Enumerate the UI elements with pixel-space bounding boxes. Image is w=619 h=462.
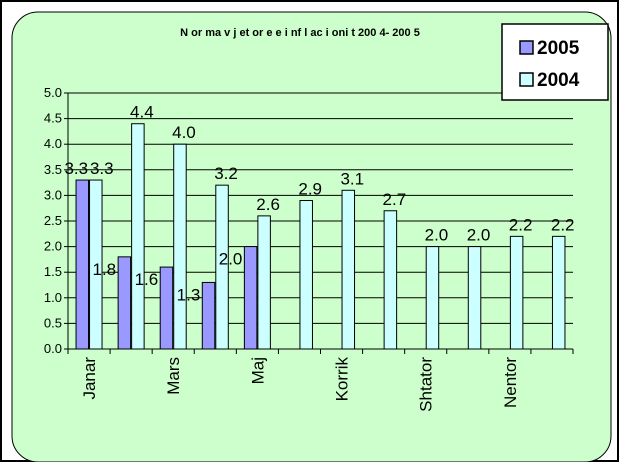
data-label-2004: 2.2 [509,215,533,234]
bar-2004 [341,189,356,350]
legend-swatch-2005 [519,40,534,55]
x-category-label: Janar [80,357,99,400]
data-label-2005: 1.6 [135,270,159,289]
legend: 2005 2004 [501,23,609,101]
data-label-2004: 2.2 [551,215,575,234]
data-label-2004: 2.7 [383,190,407,209]
data-label-2004: 3.2 [214,164,238,183]
chart-title: N or ma v j et or e e i nf l ac i oni t … [180,27,420,39]
y-tick-label: 1.0 [44,290,62,305]
y-tick-label: 3.5 [44,162,62,177]
data-label-2005: 3.3 [64,159,88,178]
axes [67,93,574,354]
bar-2004 [383,210,398,350]
data-label-2004: 3.1 [340,169,364,188]
y-tick-label: 3.0 [44,187,62,202]
data-label-2005: 2.0 [219,250,243,269]
x-category-label: Maj [248,357,267,384]
bar-2004 [257,215,271,350]
bar-2005 [201,281,216,350]
data-labels: 3.3 3.3 1.8 4.4 1.6 4.0 1.3 3.2 2.0 2.6 2.9 3.1 2.7 2… [64,103,574,305]
data-label-2005: 1.8 [92,260,116,279]
bar-2004 [131,123,145,350]
data-label-2004: 2.9 [298,180,322,199]
bar-2004 [467,246,482,350]
legend-label-2005: 2005 [537,38,580,59]
bar-2004 [551,235,566,350]
y-tick-label: 1.5 [44,264,62,279]
y-tick-label: 4.0 [44,136,62,151]
bar-marks [75,123,566,350]
legend-swatch-2004 [519,72,534,87]
bar-2005 [75,179,90,350]
gridlines [68,92,573,324]
data-label-2004: 2.6 [256,195,280,214]
x-axis-categories: Janar Mars Maj Korrik Shtator Nentor [80,357,520,412]
bar-2004 [173,143,187,350]
bar-2005 [243,246,258,350]
bar-2004 [299,200,313,350]
data-label-2004: 4.0 [172,123,196,142]
data-label-2005: 1.3 [177,285,201,304]
bar-2005 [117,256,132,350]
data-label-2004: 3.3 [90,159,114,178]
y-axis-ticks: 0.0 0.5 1.0 1.5 2.0 2.5 3.0 3.5 4.0 4.5 5.0 [44,85,68,356]
y-tick-label: 4.5 [44,111,62,126]
data-label-2004: 2.0 [425,226,449,245]
x-category-label: Nentor [501,357,520,408]
y-tick-label: 0.5 [44,315,62,330]
bar-2004 [509,235,524,350]
legend-label-2004: 2004 [537,70,580,91]
data-label-2004: 4.4 [130,103,154,122]
legend-box [501,23,609,101]
data-label-2004: 2.0 [467,226,491,245]
bar-2004 [425,246,440,350]
y-tick-label: 2.5 [44,213,62,228]
y-tick-label: 0.0 [44,341,62,356]
x-category-label: Shtator [417,357,436,412]
y-tick-label: 5.0 [44,85,62,100]
bar-2005 [159,266,174,350]
x-category-label: Korrik [333,357,352,402]
y-tick-label: 2.0 [44,239,62,254]
x-category-label: Mars [164,357,183,395]
